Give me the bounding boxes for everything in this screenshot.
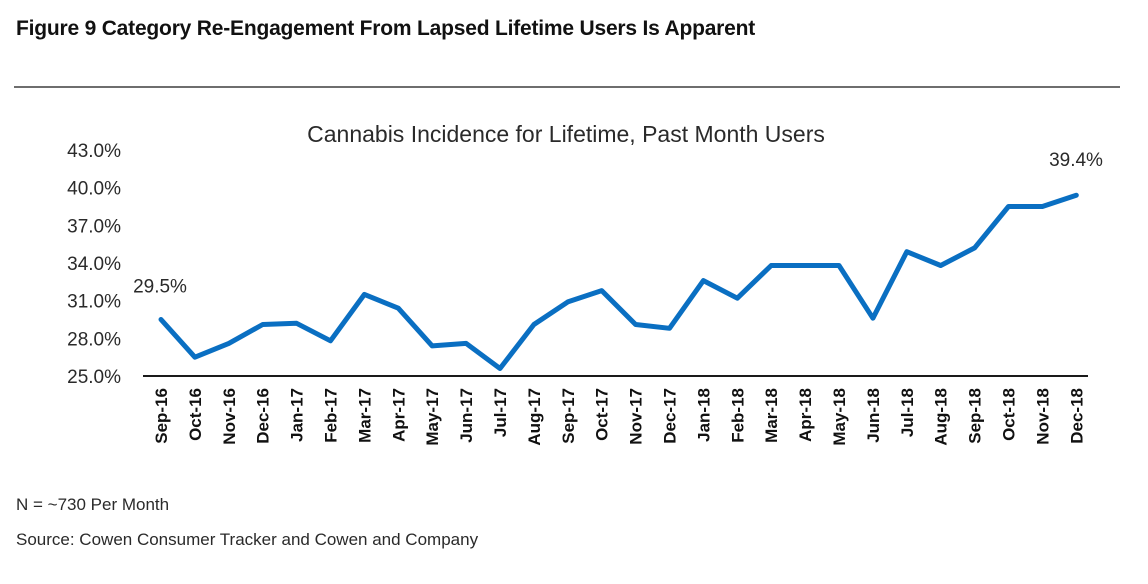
figure-title: Figure 9 Category Re-Engagement From Lap… — [16, 17, 756, 40]
x-tick-label: Jul-18 — [898, 388, 917, 437]
x-tick-label: Sep-16 — [152, 388, 171, 444]
data-label: 29.5% — [133, 277, 187, 298]
series-line — [158, 192, 1079, 371]
x-tick-label: Mar-17 — [355, 388, 374, 443]
series-layer — [158, 192, 1079, 371]
x-tick-label: Oct-18 — [1000, 388, 1019, 441]
x-tick-label: Jan-17 — [288, 388, 307, 442]
x-tick-label: Oct-17 — [593, 388, 612, 441]
x-tick-label: Dec-16 — [254, 388, 273, 444]
x-tick-label: Jul-17 — [491, 388, 510, 437]
x-tick-label: Mar-18 — [762, 388, 781, 443]
x-tick-label: Aug-18 — [932, 388, 951, 446]
x-tick-label: Jun-18 — [864, 388, 883, 443]
y-axis: 25.0% 28.0% 31.0% 34.0% 37.0% 40.0% 43.0% — [67, 141, 121, 388]
x-axis: Sep-16 Oct-16 Nov-16 Dec-16 Jan-17 Feb-17 Mar-… — [143, 375, 1088, 446]
y-tick-label: 28.0% — [67, 329, 121, 350]
x-tick-label: Oct-16 — [186, 388, 205, 441]
y-tick-label: 31.0% — [67, 292, 121, 313]
x-tick-label: May-17 — [423, 388, 442, 446]
x-tick-label: Sep-18 — [966, 388, 985, 444]
x-tick-label: Feb-18 — [728, 388, 747, 443]
x-tick-label: May-18 — [830, 388, 849, 446]
x-tick-label: Nov-16 — [220, 388, 239, 445]
x-tick-label: Apr-17 — [389, 388, 408, 442]
x-tick-label: Feb-17 — [322, 388, 341, 443]
x-tick-label: Dec-18 — [1067, 388, 1086, 444]
x-tick-label: Sep-17 — [559, 388, 578, 444]
x-tick-label: Nov-17 — [627, 388, 646, 445]
x-tick-label: Dec-17 — [661, 388, 680, 444]
x-tick-label: Jun-17 — [457, 388, 476, 443]
x-tick-label: Nov-18 — [1033, 388, 1052, 445]
y-tick-label: 43.0% — [67, 141, 121, 162]
source-note: Source: Cowen Consumer Tracker and Cowen… — [16, 530, 479, 549]
x-tick-label: Apr-18 — [796, 388, 815, 442]
x-tick-label: Aug-17 — [525, 388, 544, 446]
y-tick-label: 25.0% — [67, 367, 121, 388]
chart-title: Cannabis Incidence for Lifetime, Past Mo… — [307, 121, 825, 147]
y-tick-label: 34.0% — [67, 254, 121, 275]
annotations: 29.5% 39.4% — [133, 150, 1103, 297]
x-tick-label: Jan-18 — [694, 388, 713, 442]
y-tick-label: 40.0% — [67, 179, 121, 200]
y-tick-label: 37.0% — [67, 216, 121, 237]
title-divider — [14, 86, 1120, 88]
sample-size-note: N = ~730 Per Month — [16, 495, 170, 514]
data-label: 39.4% — [1049, 150, 1103, 171]
